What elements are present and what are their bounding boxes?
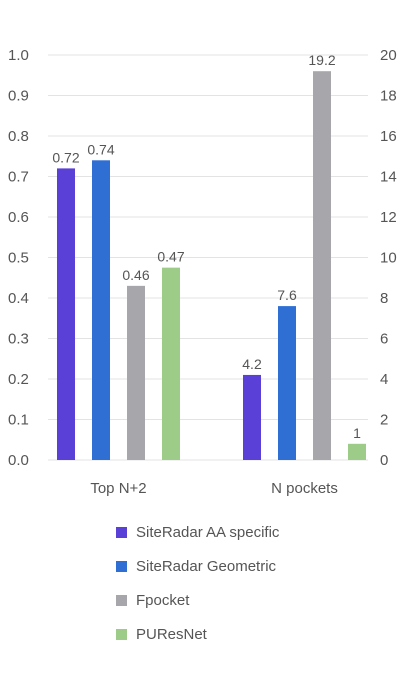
- right-tick-label: 20: [380, 47, 397, 64]
- legend-label: SiteRadar Geometric: [136, 557, 277, 575]
- bar: [313, 71, 331, 460]
- left-tick-label: 0.1: [8, 412, 29, 429]
- data-label: 0.46: [122, 267, 149, 283]
- right-tick-label: 18: [380, 88, 397, 105]
- bar: [127, 285, 145, 460]
- data-label: 7.6: [277, 287, 297, 303]
- right-tick-label: 12: [380, 209, 397, 226]
- data-labels: 0.72 0.74 0.46 0.47 4.2 7.6 19.2 1: [52, 52, 361, 441]
- data-label: 1: [353, 425, 361, 441]
- right-tick-label: 4: [380, 371, 388, 388]
- legend-label: Fpocket: [136, 591, 190, 609]
- legend-label: SiteRadar AA specific: [136, 523, 280, 541]
- legend-swatch: [116, 526, 127, 538]
- legend-swatch: [116, 628, 127, 640]
- category-labels: Top N+2 N pockets: [90, 480, 338, 497]
- legend-item: Fpocket: [116, 583, 279, 617]
- legend-swatch: [116, 594, 127, 606]
- bar: [278, 306, 296, 460]
- right-tick-label: 0: [380, 452, 388, 469]
- data-label: 0.47: [157, 249, 184, 265]
- bar: [348, 443, 366, 460]
- left-tick-label: 0.6: [8, 209, 29, 226]
- left-tick-label: 0.7: [8, 169, 29, 186]
- legend: SiteRadar AA specific SiteRadar Geometric…: [116, 515, 279, 651]
- data-label: 0.72: [52, 149, 79, 165]
- right-tick-label: 6: [380, 331, 388, 348]
- left-tick-label: 0.9: [8, 88, 29, 105]
- left-tick-label: 1.0: [8, 47, 29, 64]
- left-tick-label: 0.0: [8, 452, 29, 469]
- legend-item: PUResNet: [116, 617, 279, 651]
- legend-swatch: [116, 560, 127, 572]
- bars: [57, 71, 366, 461]
- bar: [243, 374, 261, 460]
- legend-item: SiteRadar AA specific: [116, 515, 279, 549]
- category-label: N pockets: [271, 480, 338, 497]
- right-tick-label: 16: [380, 128, 397, 145]
- left-axis: 0.0 0.1 0.2 0.3 0.4 0.5 0.6 0.7 0.8 0.9 1.0: [8, 47, 29, 469]
- bar: [162, 267, 180, 460]
- bar: [92, 160, 110, 461]
- right-axis: 0 2 4 6 8 10 12 14 16 18 20: [380, 47, 397, 469]
- category-label: Top N+2: [90, 480, 146, 497]
- left-tick-label: 0.8: [8, 128, 29, 145]
- bar: [57, 168, 75, 460]
- right-tick-label: 14: [380, 169, 397, 186]
- right-tick-label: 8: [380, 290, 388, 307]
- data-label: 19.2: [308, 52, 335, 68]
- legend-label: PUResNet: [136, 625, 207, 643]
- data-label: 0.74: [87, 141, 114, 157]
- left-tick-label: 0.3: [8, 331, 29, 348]
- right-tick-label: 10: [380, 250, 397, 267]
- right-tick-label: 2: [380, 412, 388, 429]
- left-tick-label: 0.4: [8, 290, 29, 307]
- legend-item: SiteRadar Geometric: [116, 549, 279, 583]
- left-tick-label: 0.5: [8, 250, 29, 267]
- data-label: 4.2: [242, 356, 262, 372]
- left-tick-label: 0.2: [8, 371, 29, 388]
